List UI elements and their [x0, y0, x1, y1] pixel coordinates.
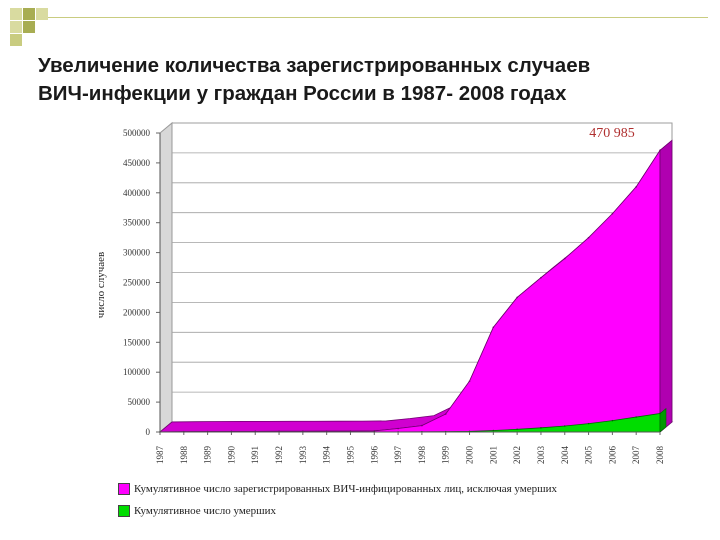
x-tick-label: 1999: [441, 446, 451, 465]
series-deaths-side: [659, 407, 667, 433]
point-deaths: [611, 419, 614, 422]
point-registered: [563, 257, 566, 260]
deco-square-6: [23, 8, 35, 20]
x-tick-label: 2000: [465, 446, 475, 465]
y-tick-label: 500000: [123, 128, 151, 138]
y-tick-label: 0: [146, 427, 151, 437]
plot-side-wall: [159, 121, 173, 434]
x-tick-label: 2002: [512, 446, 522, 464]
point-deaths: [516, 428, 518, 431]
series-registered-side: [659, 139, 673, 433]
legend-label-deaths: Кумулятивное число умерших: [134, 505, 277, 517]
point-registered: [397, 427, 399, 430]
point-registered: [516, 296, 518, 299]
x-tick-label: 2003: [536, 446, 546, 465]
point-registered: [492, 326, 495, 329]
x-tick-label: 1989: [203, 446, 213, 465]
point-registered: [659, 149, 661, 152]
deco-square-2: [23, 21, 35, 33]
x-tick-label: 2006: [607, 446, 617, 465]
y-tick-label: 50000: [128, 397, 151, 407]
y-tick-label: 100000: [123, 367, 151, 377]
x-tick-label: 2005: [584, 446, 594, 465]
point-registered: [444, 413, 447, 415]
point-deaths: [540, 427, 542, 429]
title-line-1: Увеличение количества зарегистрированных…: [38, 54, 591, 77]
legend-item-deaths: Кумулятивное число умерших: [118, 505, 277, 518]
point-deaths: [587, 422, 590, 425]
legend-swatch-registered: [118, 483, 130, 496]
y-axis-label: число случаев: [95, 252, 107, 318]
deco-square-3: [10, 21, 22, 33]
y-tick-label: 450000: [123, 158, 151, 168]
deco-square-1: [10, 8, 22, 20]
slide-title: Увеличение количества зарегистрированных…: [38, 52, 708, 108]
point-registered: [421, 424, 423, 427]
x-tick-label: 1994: [322, 446, 332, 465]
point-registered: [468, 380, 471, 382]
point-deaths: [659, 412, 661, 415]
y-tick-label: 200000: [123, 307, 151, 317]
x-tick-label: 1992: [274, 446, 284, 464]
x-tick-label: 1988: [179, 446, 189, 465]
deco-square-5: [10, 34, 22, 46]
x-tick-label: 2007: [631, 446, 641, 465]
x-tick-label: 1990: [226, 446, 236, 465]
y-tick-label: 250000: [123, 278, 151, 288]
y-tick-label: 400000: [123, 188, 151, 198]
point-registered: [540, 276, 542, 279]
y-tick-label: 350000: [123, 218, 151, 228]
legend-item-registered: Кумулятивное число зарегистрированных ВИ…: [118, 483, 557, 496]
deco-rule: [48, 17, 708, 18]
point-registered: [587, 236, 590, 239]
annotation-last-value: 470 985: [589, 126, 635, 141]
x-tick-label: 1987: [155, 446, 165, 465]
x-tick-label: 1997: [393, 446, 403, 465]
point-deaths: [492, 429, 495, 432]
title-line-2: ВИЧ-инфекции у граждан России в 1987- 20…: [38, 82, 567, 105]
y-tick-label: 150000: [123, 337, 151, 347]
x-tick-label: 2001: [488, 446, 498, 464]
point-registered: [635, 186, 637, 188]
y-tick-label: 300000: [123, 248, 151, 258]
x-tick-label: 1993: [298, 446, 308, 465]
point-deaths: [635, 416, 637, 418]
point-deaths: [563, 425, 566, 427]
legend-label-registered: Кумулятивное число зарегистрированных ВИ…: [134, 483, 557, 495]
x-tick-label: 1996: [369, 446, 379, 465]
x-tick-label: 1995: [345, 446, 355, 465]
legend-swatch-deaths: [118, 505, 130, 518]
x-tick-label: 2008: [655, 446, 665, 465]
x-tick-label: 2004: [560, 446, 570, 465]
point-registered: [611, 212, 614, 215]
x-tick-label: 1998: [417, 446, 427, 465]
deco-square-4: [36, 8, 48, 20]
x-tick-label: 1991: [250, 446, 260, 464]
